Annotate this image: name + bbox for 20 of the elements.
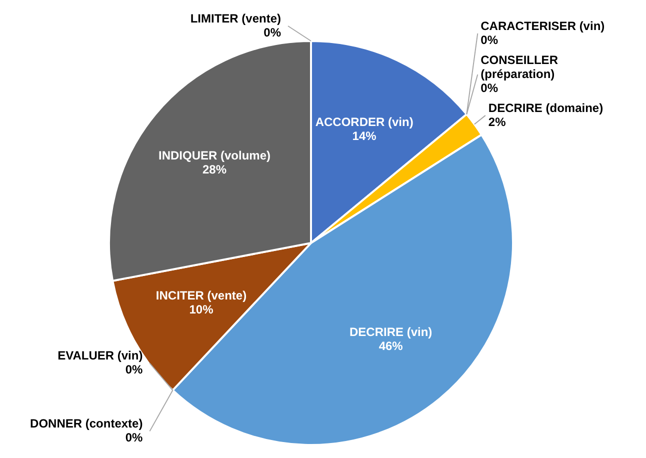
slice-label: DECRIRE (domaine) (488, 100, 604, 115)
text: 0% (480, 80, 498, 95)
slice-label: INCITER (vente) (156, 288, 247, 303)
text: 0% (125, 362, 143, 376)
text: 0% (264, 25, 281, 40)
text: 0% (480, 32, 498, 47)
category-label: EVALUER (vin) (58, 348, 143, 362)
data-label: 14% (352, 128, 377, 143)
slice-label: INDIQUER (volume) (158, 148, 271, 162)
category-label: DONNER (contexte) (30, 416, 143, 430)
data-label: 10% (189, 302, 214, 317)
slice-label: ACCORDER (vin) (315, 114, 414, 129)
data-label: 46% (378, 338, 404, 353)
text: 0% (125, 430, 143, 444)
data-label: 2% (488, 114, 506, 129)
data-label: 28% (202, 162, 227, 176)
category-label: CARACTERISER (vin) (480, 18, 605, 33)
slice-label: DECRIRE (vin) (349, 324, 432, 339)
category-label: CONSEILLER (préparation) (480, 52, 558, 81)
category-label: LIMITER (vente) (190, 11, 281, 26)
